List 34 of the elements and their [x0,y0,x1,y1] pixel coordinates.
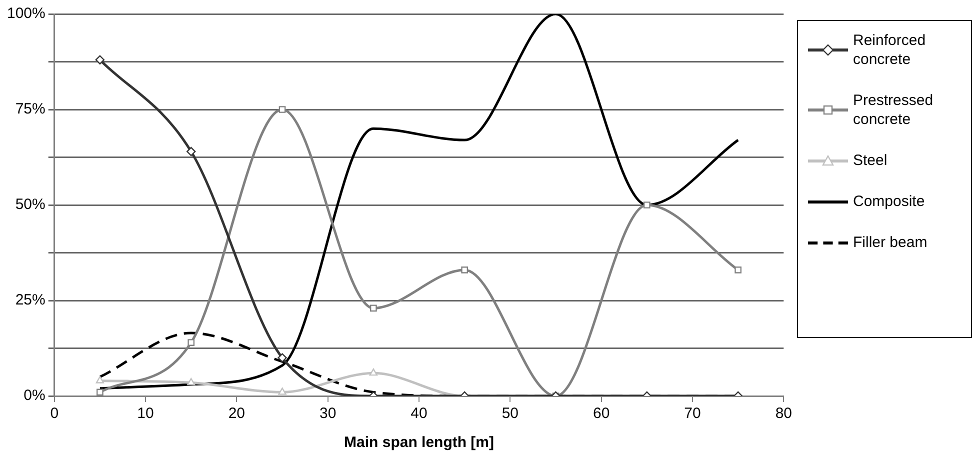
point [96,376,104,384]
x-tick-label: 40 [410,405,428,422]
x-tick-label: 60 [592,405,610,422]
point [369,368,378,376]
point [96,388,104,396]
y-tick-label: 0% [24,387,46,404]
y-tick-label: 50% [15,196,46,214]
point [461,266,468,274]
x-tick-label: 80 [775,405,792,422]
x-tick-label: 30 [320,405,336,422]
legend-label: Filler beam [853,233,928,252]
x-tick-label: 10 [137,405,154,422]
point [370,304,377,312]
point [188,339,195,346]
legend-label: Steel [853,151,888,170]
point [95,55,105,64]
x-tick-label: 70 [684,405,701,422]
point [186,146,196,156]
y-tick-label: 100% [6,5,46,22]
y-tick-label: 25% [15,292,46,309]
x-axis-title: Main span length [m] [344,434,494,452]
point [278,106,286,113]
x-tick-label: 50 [502,405,519,422]
point [734,266,742,274]
y-tick-label: 75% [15,100,46,118]
legend-label: Prestressed concrete [853,91,934,129]
legend-label: Composite [853,192,926,211]
x-tick-label: 20 [228,405,246,422]
point [187,378,196,386]
point [643,202,650,208]
legend-label: Reinforced concrete [853,31,927,69]
point [278,353,287,362]
point [278,388,286,395]
x-tick-label: 0 [50,405,59,422]
